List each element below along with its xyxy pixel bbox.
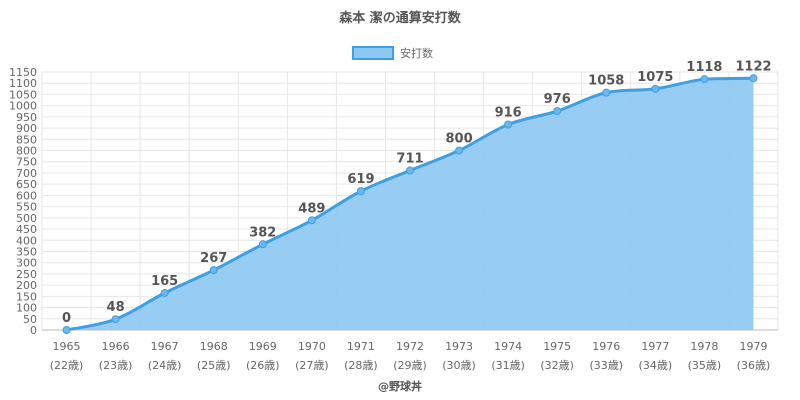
x-tick-sublabel: (32歳) [540, 359, 574, 372]
y-axis: 0501001502002503003504004505005506006507… [9, 66, 37, 337]
y-tick-label: 300 [16, 257, 37, 270]
x-tick-sublabel: (27歳) [295, 359, 329, 372]
x-tick-sublabel: (33歳) [589, 359, 623, 372]
data-point [455, 146, 464, 155]
data-point [111, 315, 120, 324]
data-label: 1058 [588, 74, 624, 89]
data-point [651, 84, 660, 93]
y-tick-label: 800 [16, 145, 37, 158]
y-tick-label: 950 [16, 111, 37, 124]
y-tick-label: 700 [16, 167, 37, 180]
data-label: 382 [249, 225, 276, 240]
data-label: 916 [495, 105, 522, 120]
x-tick-label: 1975 [543, 340, 571, 353]
data-label: 0 [62, 311, 71, 326]
x-tick-label: 1973 [445, 340, 473, 353]
data-point [504, 120, 513, 129]
x-tick-label: 1965 [53, 340, 81, 353]
x-tick-label: 1969 [249, 340, 277, 353]
x-tick-sublabel: (28歳) [344, 359, 378, 372]
x-tick-label: 1976 [592, 340, 620, 353]
x-tick-label: 1979 [739, 340, 767, 353]
legend-label: 安打数 [400, 46, 433, 60]
y-tick-label: 350 [16, 245, 37, 258]
x-tick-sublabel: (26歳) [246, 359, 280, 372]
data-label: 1122 [735, 59, 771, 74]
x-tick-sublabel: (35歳) [688, 359, 722, 372]
data-points [62, 74, 758, 334]
x-tick-label: 1970 [298, 340, 326, 353]
x-tick-label: 1977 [641, 340, 669, 353]
data-label: 165 [151, 274, 178, 289]
x-axis: 1965 (22歳) 1966 (23歳) 1967 (24歳) 1968 (25歳) 1969… [50, 340, 771, 372]
data-label: 711 [396, 151, 423, 166]
data-label: 1075 [637, 70, 673, 85]
x-tick-sublabel: (29歳) [393, 359, 427, 372]
x-tick-label: 1972 [396, 340, 424, 353]
y-tick-label: 900 [16, 122, 37, 135]
data-point [356, 187, 365, 196]
x-tick-label: 1967 [151, 340, 179, 353]
data-label: 619 [347, 172, 374, 187]
y-tick-label: 100 [16, 302, 37, 315]
data-point [62, 326, 71, 334]
y-tick-label: 1100 [9, 77, 37, 90]
data-point [406, 166, 414, 175]
x-tick-label: 1966 [102, 340, 130, 353]
y-tick-label: 850 [16, 133, 37, 146]
x-tick-sublabel: (30歳) [442, 359, 476, 372]
series-area [66, 76, 754, 332]
chart-title: 森本 潔の通算安打数 [339, 10, 462, 26]
data-point [160, 288, 169, 297]
y-tick-label: 150 [16, 290, 37, 303]
y-tick-label: 1000 [9, 100, 37, 113]
y-tick-label: 550 [16, 201, 37, 214]
x-tick-label: 1968 [200, 340, 228, 353]
y-tick-label: 500 [16, 212, 37, 225]
y-tick-label: 750 [16, 156, 37, 169]
credit-text: @野球丼 [378, 379, 422, 393]
data-label: 1118 [686, 60, 722, 75]
data-point [749, 74, 758, 83]
data-label: 489 [298, 201, 325, 216]
y-tick-label: 200 [16, 279, 37, 292]
y-tick-label: 400 [16, 234, 37, 247]
data-label: 48 [107, 300, 125, 315]
y-tick-label: 250 [16, 268, 37, 281]
data-point [258, 240, 267, 249]
x-tick-sublabel: (34歳) [639, 359, 673, 372]
x-tick-label: 1971 [347, 340, 375, 353]
data-point [307, 216, 316, 225]
x-tick-label: 1974 [494, 340, 522, 353]
data-label: 800 [445, 132, 472, 147]
series-area-fill [66, 78, 754, 330]
x-tick-sublabel: (23歳) [99, 359, 133, 372]
y-tick-label: 1150 [9, 66, 37, 79]
data-labels: 0 48 165 267 382 489 619 711 800 916 976 1058 1075 11… [62, 59, 772, 326]
x-tick-sublabel: (25歳) [197, 359, 231, 372]
y-tick-label: 0 [30, 324, 37, 337]
data-point [209, 266, 218, 275]
x-tick-sublabel: (31歳) [491, 359, 525, 372]
y-tick-label: 650 [16, 178, 37, 191]
data-point [602, 88, 611, 97]
x-tick-sublabel: (22歳) [50, 359, 84, 372]
legend-swatch [352, 46, 394, 60]
data-point [553, 107, 562, 116]
x-tick-sublabel: (36歳) [737, 359, 771, 372]
y-tick-label: 600 [16, 189, 37, 202]
x-tick-sublabel: (24歳) [148, 359, 182, 372]
data-label: 267 [200, 251, 227, 266]
legend: 安打数 [352, 46, 433, 60]
data-point [700, 75, 709, 84]
y-tick-label: 1050 [9, 88, 37, 101]
y-tick-label: 50 [23, 313, 37, 326]
data-label: 976 [544, 92, 571, 107]
y-tick-label: 450 [16, 223, 37, 236]
x-tick-label: 1978 [690, 340, 718, 353]
